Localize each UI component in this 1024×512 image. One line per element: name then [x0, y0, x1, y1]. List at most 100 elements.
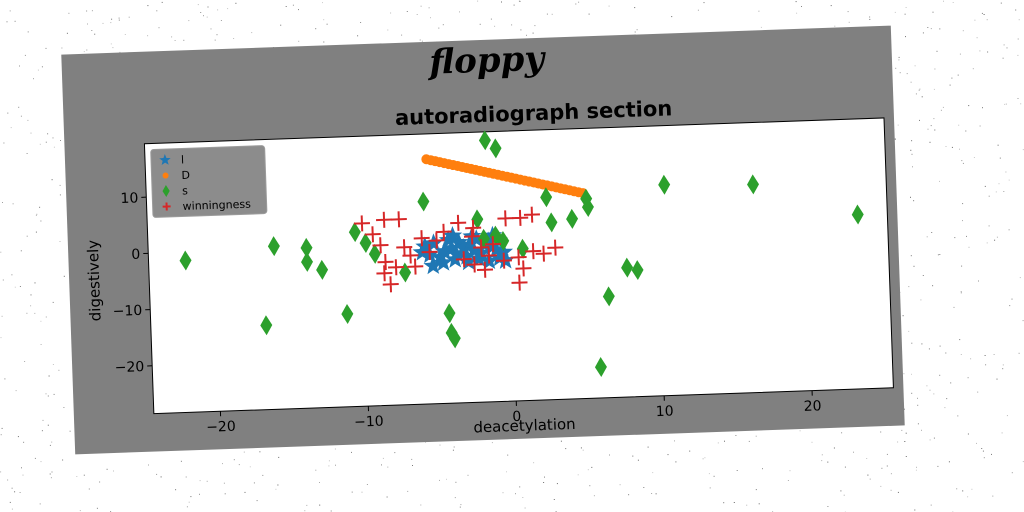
point-winningness — [450, 214, 467, 231]
speckle — [47, 395, 49, 397]
speckle — [183, 39, 185, 41]
speckle — [919, 119, 920, 121]
speckle — [556, 483, 558, 485]
speckle — [979, 125, 981, 127]
speckle — [262, 474, 264, 476]
speckle — [334, 448, 336, 450]
speckle — [188, 20, 190, 22]
speckle — [27, 31, 29, 33]
speckle — [206, 480, 208, 482]
speckle — [960, 291, 962, 292]
speckle — [199, 493, 200, 495]
speckle — [959, 148, 960, 150]
speckle — [11, 487, 13, 489]
speckle — [911, 140, 913, 142]
speckle — [406, 11, 408, 12]
speckle — [68, 12, 70, 14]
speckle — [330, 510, 332, 512]
point-s — [443, 303, 456, 324]
speckle — [49, 473, 51, 475]
x-tick-label: 0 — [512, 409, 521, 425]
point-s — [497, 230, 510, 251]
speckle — [801, 6, 802, 7]
point-winningness — [382, 276, 399, 293]
speckle — [967, 377, 969, 379]
speckle — [906, 73, 908, 75]
speckle — [386, 496, 388, 498]
speckle — [197, 4, 199, 6]
speckle — [6, 21, 8, 23]
point-s — [545, 212, 558, 233]
speckle — [21, 467, 22, 469]
speckle — [533, 462, 535, 464]
speckle — [11, 274, 13, 276]
speckle — [467, 474, 469, 476]
speckle — [40, 344, 42, 345]
speckle — [110, 22, 112, 24]
speckle — [992, 495, 994, 497]
speckle — [102, 22, 104, 24]
point-s — [658, 174, 671, 195]
speckle — [526, 34, 527, 36]
point-s — [540, 187, 553, 208]
point-winningness — [512, 209, 529, 226]
speckle — [1011, 298, 1013, 300]
speckle — [949, 84, 951, 86]
point-s — [316, 259, 329, 280]
point-winningness — [525, 243, 542, 260]
speckle — [998, 183, 1000, 185]
speckle — [11, 508, 13, 510]
speckle — [19, 492, 21, 493]
x-tick-label: −10 — [354, 414, 384, 431]
speckle — [619, 484, 621, 486]
speckle — [920, 299, 922, 301]
speckle — [199, 480, 201, 482]
speckle — [60, 140, 61, 141]
speckle — [494, 25, 496, 27]
speckle — [560, 440, 562, 442]
speckle — [946, 398, 948, 400]
speckle — [446, 478, 447, 480]
speckle — [49, 444, 51, 446]
speckle — [30, 132, 32, 134]
speckle — [960, 354, 962, 355]
speckle — [905, 7, 907, 8]
speckle — [962, 490, 964, 492]
speckle — [637, 459, 639, 461]
legend-box — [150, 145, 268, 218]
speckle — [1018, 352, 1020, 354]
speckle — [961, 160, 963, 162]
speckle — [39, 143, 41, 145]
speckle — [53, 393, 55, 395]
speckle — [1022, 461, 1024, 463]
speckle — [913, 265, 915, 267]
speckle — [901, 429, 903, 431]
point-winningness — [435, 223, 452, 240]
speckle — [962, 162, 964, 164]
y-axis-label: digestively — [84, 239, 105, 321]
point-winningness — [535, 245, 552, 262]
speckle — [452, 449, 454, 451]
speckle — [42, 419, 44, 421]
speckle — [986, 242, 988, 244]
speckle — [652, 472, 654, 474]
speckle — [986, 19, 988, 21]
speckle — [190, 496, 192, 498]
speckle — [83, 51, 85, 53]
speckle — [939, 254, 941, 255]
point-l — [423, 255, 443, 275]
speckle — [1004, 103, 1006, 105]
speckle — [1003, 191, 1005, 192]
speckle — [905, 36, 906, 38]
speckle — [921, 96, 923, 98]
point-s — [341, 303, 354, 324]
speckle — [911, 153, 913, 155]
speckle — [518, 0, 520, 2]
speckle — [454, 497, 456, 499]
speckle — [655, 493, 657, 495]
speckle — [298, 40, 300, 42]
speckle — [24, 361, 26, 362]
speckle — [34, 312, 36, 314]
speckle — [636, 29, 638, 31]
